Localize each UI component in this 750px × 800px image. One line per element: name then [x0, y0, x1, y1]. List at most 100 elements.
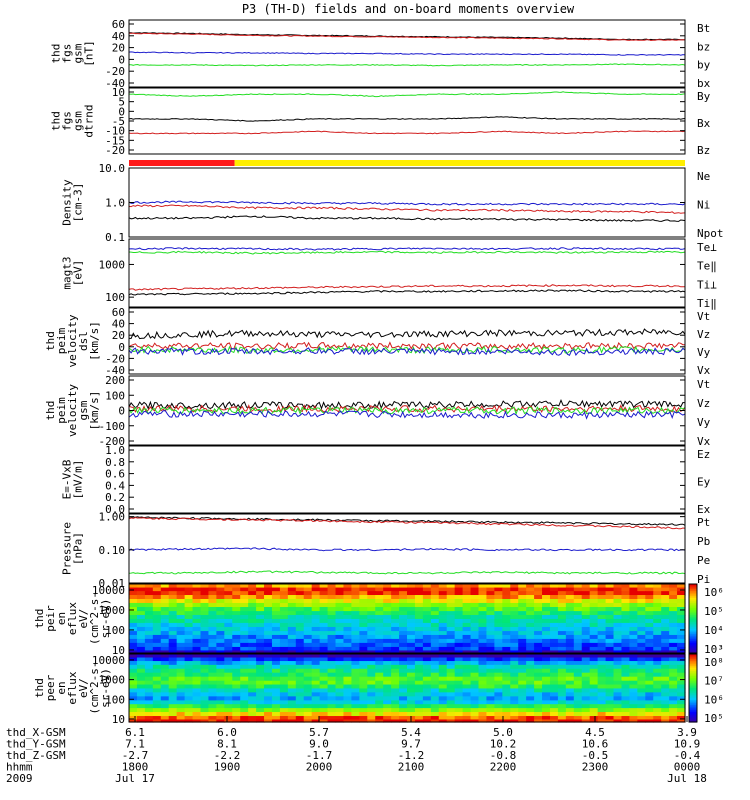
- heatmap-cell: [677, 668, 686, 674]
- heatmap-cell: [359, 622, 368, 628]
- heatmap-cell: [303, 598, 313, 604]
- heatmap-cell: [200, 672, 210, 678]
- heatmap-cell: [144, 688, 154, 693]
- heatmap-cell: [168, 646, 178, 652]
- heatmap-cell: [629, 631, 638, 636]
- heatmap-cell: [383, 618, 392, 624]
- heatmap-cell: [414, 712, 424, 717]
- x-row-value: 9.7: [401, 738, 421, 751]
- heatmap-cell: [319, 688, 329, 693]
- heatmap-cell: [621, 631, 630, 636]
- y-tick-label: 40: [112, 30, 125, 43]
- legend-item: Vz: [697, 328, 710, 341]
- heatmap-cell: [605, 664, 615, 670]
- heatmap-cell: [391, 668, 400, 674]
- heatmap-cell: [224, 584, 233, 589]
- y-axis-label: sr-eV): [99, 668, 112, 708]
- heatmap-cell: [168, 634, 178, 640]
- heatmap-cell: [391, 602, 400, 608]
- heatmap-cell: [542, 598, 551, 604]
- heatmap-cell: [645, 591, 654, 596]
- heatmap-cell: [295, 587, 305, 592]
- heatmap-cell: [613, 642, 623, 648]
- heatmap-cell: [224, 704, 233, 709]
- series-line-Vt: [128, 398, 686, 411]
- heatmap-cell: [637, 696, 646, 701]
- heatmap-cell: [319, 668, 329, 674]
- colorbar-segment: [689, 716, 697, 720]
- heatmap-cell: [216, 591, 225, 596]
- heatmap-cell: [653, 672, 662, 678]
- heatmap-cell: [526, 614, 535, 620]
- heatmap-cell: [446, 607, 456, 612]
- heatmap-cell: [557, 700, 567, 705]
- heatmap-cell: [597, 680, 607, 686]
- heatmap-cell: [335, 614, 345, 620]
- heatmap-cell: [573, 584, 583, 589]
- heatmap-cell: [414, 622, 424, 628]
- heatmap-cell: [200, 618, 210, 624]
- heatmap-cell: [240, 591, 249, 596]
- heatmap-cell: [367, 631, 376, 636]
- heatmap-cell: [168, 614, 178, 620]
- heatmap-cell: [311, 631, 321, 636]
- y-axis-label: [mV/m]: [72, 460, 85, 500]
- heatmap-cell: [407, 634, 416, 640]
- heatmap-cell: [391, 712, 400, 717]
- heatmap-cell: [383, 704, 392, 709]
- heatmap-cell: [176, 704, 186, 709]
- heatmap-cell: [192, 696, 202, 701]
- heatmap-cell: [478, 668, 488, 674]
- heatmap-cell: [534, 688, 543, 693]
- heatmap-cell: [613, 676, 623, 682]
- heatmap-cell: [677, 664, 686, 670]
- heatmap-cell: [549, 646, 559, 652]
- heatmap-cell: [152, 684, 162, 690]
- panel-frame: [128, 445, 686, 514]
- heatmap-cell: [216, 614, 225, 620]
- heatmap-cell: [295, 688, 305, 693]
- heatmap-cell: [414, 584, 424, 589]
- heatmap-cell: [581, 680, 591, 686]
- legend-item: Vt: [697, 378, 710, 391]
- heatmap-cell: [677, 654, 686, 659]
- heatmap-cell: [446, 618, 456, 624]
- heatmap-cell: [192, 650, 202, 654]
- heatmap-cell: [470, 602, 480, 608]
- heatmap-cell: [176, 607, 186, 612]
- heatmap-cell: [470, 692, 480, 697]
- heatmap-cell: [351, 646, 360, 652]
- heatmap-cell: [407, 587, 416, 592]
- heatmap-cell: [526, 716, 535, 721]
- heatmap-cell: [549, 584, 559, 589]
- heatmap-cell: [438, 654, 448, 659]
- heatmap-cell: [216, 664, 225, 670]
- colorbar-segment: [689, 660, 697, 664]
- heatmap-cell: [208, 657, 217, 662]
- heatmap-cell: [629, 688, 638, 693]
- heatmap-cell: [510, 646, 519, 652]
- heatmap-cell: [454, 657, 464, 662]
- heatmap-cell: [271, 626, 281, 632]
- heatmap-cell: [216, 587, 225, 592]
- heatmap-cell: [208, 680, 217, 686]
- heatmap-cell: [136, 684, 146, 690]
- heatmap-cell: [168, 664, 178, 670]
- heatmap-cell: [136, 704, 146, 709]
- heatmap-cell: [589, 611, 599, 616]
- heatmap-cell: [557, 646, 567, 652]
- heatmap-cell: [287, 646, 297, 652]
- heatmap-cell: [208, 626, 217, 632]
- heatmap-cell: [375, 631, 384, 636]
- heatmap-cell: [351, 611, 360, 616]
- heatmap-cell: [216, 642, 225, 648]
- heatmap-cell: [240, 602, 249, 608]
- heatmap-cell: [589, 668, 599, 674]
- heatmap-cell: [613, 688, 623, 693]
- colorbar-segment: [689, 711, 697, 715]
- heatmap-cell: [407, 614, 416, 620]
- heatmap-cell: [407, 692, 416, 697]
- heatmap-cell: [422, 634, 432, 640]
- heatmap-cell: [653, 716, 662, 721]
